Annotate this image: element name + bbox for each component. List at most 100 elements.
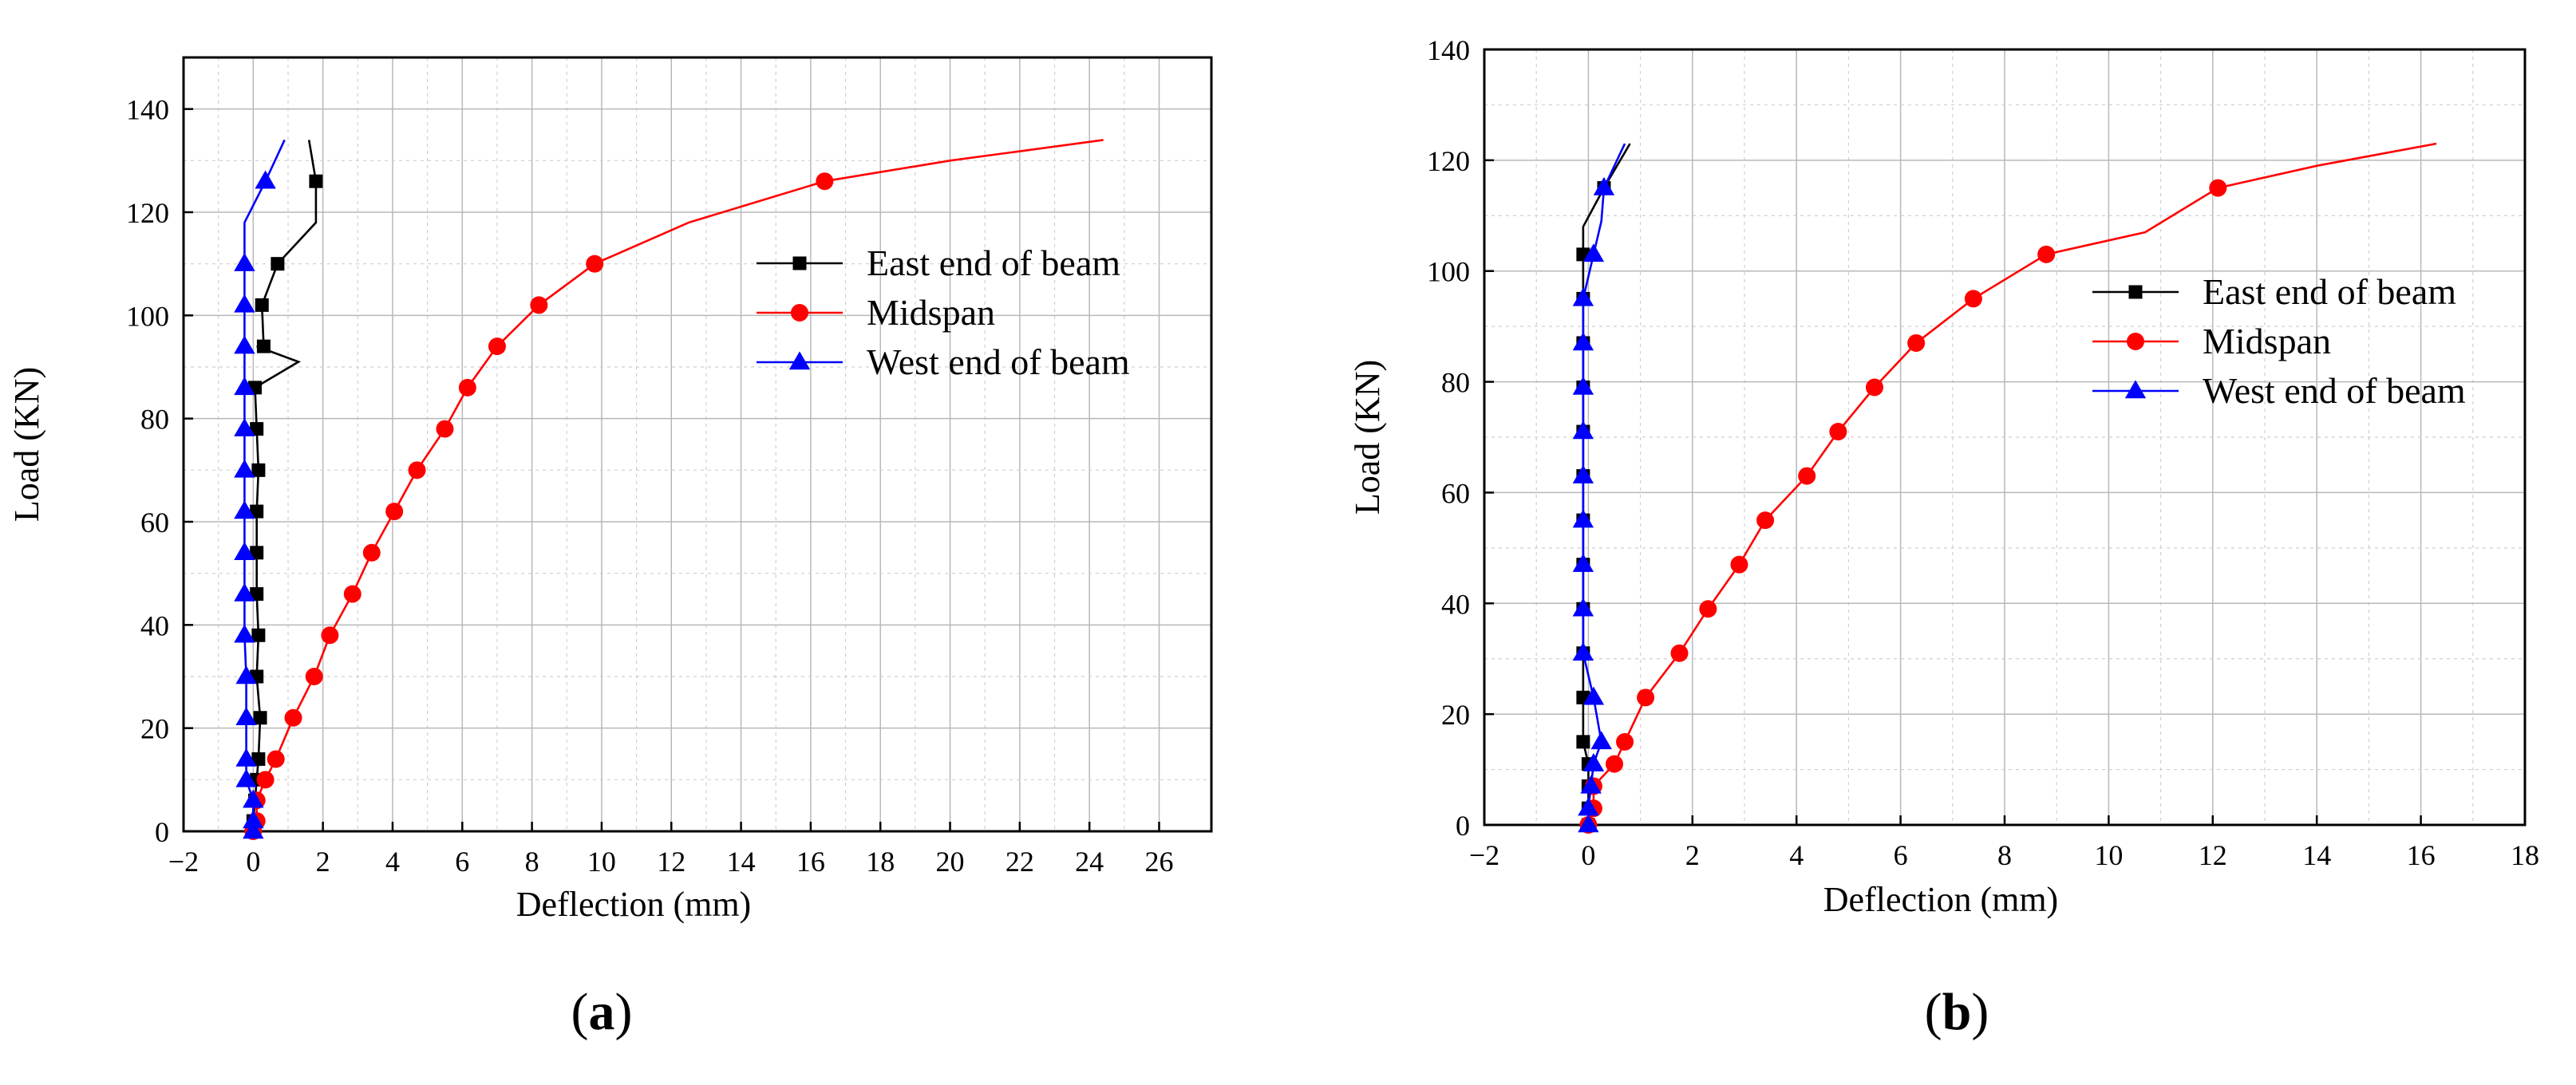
panel-b-series-line xyxy=(1582,143,1631,825)
panel-a-data-point xyxy=(251,628,266,642)
panel-a-legend-marker xyxy=(791,304,808,322)
panel-a-data-point xyxy=(255,170,276,189)
panel-b-series-midspan xyxy=(1579,142,2437,834)
panel-a-data-point xyxy=(816,172,834,191)
panel-b-x-tick-label: 2 xyxy=(1685,839,1700,871)
panel-b-y-tick-label: 120 xyxy=(1427,145,1470,177)
panel-b-legend-marker xyxy=(2128,285,2143,299)
panel-b-legend-label: West end of beam xyxy=(2203,370,2466,411)
panel-a-data-point xyxy=(234,582,255,602)
panel-b-y-tick-label: 60 xyxy=(1441,477,1470,509)
panel-b-data-point xyxy=(1756,511,1775,530)
panel-a-data-point xyxy=(235,748,257,767)
panel-b-data-point xyxy=(1572,287,1594,306)
panel-a-label: (a) xyxy=(571,983,633,1041)
panel-b-data-point xyxy=(1593,176,1615,195)
panel-a-data-point xyxy=(267,750,285,768)
panel-a-x-tick-label: 8 xyxy=(525,846,539,878)
panel-b-data-point xyxy=(1699,600,1717,618)
panel-a-data-point xyxy=(234,294,255,313)
panel-b-data-point xyxy=(1582,752,1605,771)
panel-b-legend-label: Midspan xyxy=(2203,321,2331,361)
panel-b-data-point xyxy=(1572,376,1594,395)
panel-a-x-tick-label: −2 xyxy=(168,846,199,878)
panel-b-x-tick-label: 18 xyxy=(2511,839,2539,871)
panel-a-data-point xyxy=(256,771,275,789)
panel-a-data-point xyxy=(530,296,548,314)
panel-a-data-point xyxy=(385,503,404,521)
panel-a-y-tick-label: 80 xyxy=(140,404,169,436)
panel-a-x-tick-label: 2 xyxy=(316,846,330,878)
panel-a-data-point xyxy=(343,585,362,603)
panel-b-data-point xyxy=(1582,686,1605,705)
panel-b-y-tick-label: 80 xyxy=(1441,367,1470,399)
panel-a-data-point xyxy=(234,377,255,396)
panel-b-y-tick-label: 40 xyxy=(1441,588,1470,620)
panel-a-data-point xyxy=(321,626,339,645)
panel-a-data-point xyxy=(234,417,255,436)
panel-b-data-point xyxy=(1907,333,1926,352)
panel-a-data-point xyxy=(488,337,506,356)
panel-a-data-point xyxy=(235,707,257,725)
panel-b-legend-marker xyxy=(2124,380,2147,399)
panel-a-data-point xyxy=(408,461,426,479)
panel-a-data-point xyxy=(243,810,264,829)
panel-b-y-axis-label: Load (KN) xyxy=(1348,360,1387,515)
panel-a-y-tick-label: 0 xyxy=(155,816,169,848)
panel-a-x-axis-label: Deflection (mm) xyxy=(516,885,751,924)
panel-a-data-point xyxy=(250,504,264,519)
panel-a-data-point xyxy=(253,711,267,725)
panel-b-series-east-end-of-beam xyxy=(1576,143,1631,832)
panel-b-data-point xyxy=(1572,554,1594,572)
panel-a-x-tick-label: 4 xyxy=(385,846,400,878)
panel-b-data-point xyxy=(1572,332,1594,351)
panel-b-data-point xyxy=(1572,420,1594,440)
panel-b-data-point xyxy=(2037,245,2056,263)
panel-a-legend-marker xyxy=(788,351,811,370)
panel-a-data-point xyxy=(436,420,454,438)
panel-a-series-west-end-of-beam xyxy=(234,139,286,839)
panel-b-data-point xyxy=(2209,179,2227,197)
panel-b-x-tick-label: 12 xyxy=(2199,839,2227,871)
panel-b-series-line xyxy=(1582,143,1626,825)
panel-b-data-point xyxy=(1572,598,1594,617)
panel-a-data-point xyxy=(309,174,323,188)
panel-a-legend-label: East end of beam xyxy=(867,243,1120,283)
panel-a-data-point xyxy=(234,335,255,354)
panel-a-y-tick-label: 60 xyxy=(140,507,169,539)
panel-b-data-point xyxy=(1578,797,1599,816)
panel-a-x-tick-label: 24 xyxy=(1075,846,1104,878)
panel-a-x-tick-label: 20 xyxy=(936,846,965,878)
panel-a-data-point xyxy=(251,463,266,477)
panel-b-data-point xyxy=(1866,378,1883,397)
panel-b-data-point xyxy=(1798,467,1816,485)
panel-a-x-tick-label: 14 xyxy=(727,846,756,878)
panel-a-legend-marker xyxy=(792,256,807,270)
panel-b-y-tick-label: 140 xyxy=(1427,34,1470,66)
panel-a-series-line xyxy=(252,140,318,831)
panel-b-data-point xyxy=(1572,509,1594,528)
panel-a-data-point xyxy=(458,378,476,397)
panel-a-data-point xyxy=(234,253,255,271)
panel-a-data-point xyxy=(362,543,381,562)
panel-a-data-point xyxy=(235,665,257,685)
panel-a-data-point xyxy=(284,708,302,727)
panel-a-y-tick-label: 120 xyxy=(126,197,169,229)
panel-a-data-point xyxy=(243,789,264,808)
panel-b-x-tick-label: 4 xyxy=(1789,839,1804,871)
panel-b-data-point xyxy=(1572,642,1594,661)
panel-a-data-point xyxy=(243,820,264,839)
panel-a-data-point xyxy=(250,587,264,602)
panel-a-data-point xyxy=(305,668,323,685)
panel-b-x-tick-label: 10 xyxy=(2094,839,2123,871)
panel-a-data-point xyxy=(234,459,255,478)
panel-b-data-point xyxy=(1637,688,1655,707)
panel-b-data-point xyxy=(1580,775,1602,794)
panel-a-legend-label: Midspan xyxy=(867,292,995,333)
panel-a-x-tick-label: 10 xyxy=(587,846,616,878)
panel-a-data-point xyxy=(234,624,255,643)
panel-b-data-point xyxy=(1964,290,1982,308)
panel-a-x-tick-label: 18 xyxy=(866,846,895,878)
panel-b-y-tick-label: 0 xyxy=(1456,810,1470,842)
panel-b-series-west-end-of-beam xyxy=(1572,143,1626,833)
